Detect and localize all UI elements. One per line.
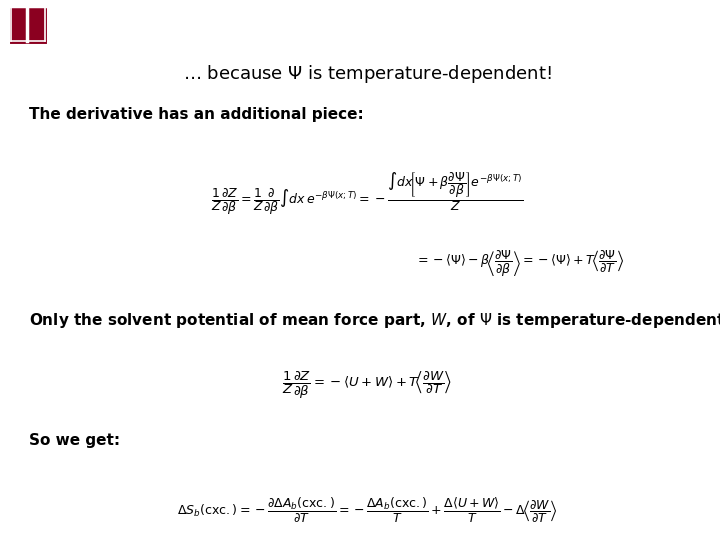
Text: Only the solvent potential of mean force part, $W$, of $\Psi$ is temperature-dep: Only the solvent potential of mean force… bbox=[29, 311, 720, 330]
Text: $\dfrac{1}{Z}\dfrac{\partial Z}{\partial \beta} = \dfrac{1}{Z}\dfrac{\partial}{\: $\dfrac{1}{Z}\dfrac{\partial Z}{\partial… bbox=[211, 170, 523, 217]
Text: $= -\langle\Psi\rangle - \beta\!\left\langle\dfrac{\partial\Psi}{\partial\beta}\: $= -\langle\Psi\rangle - \beta\!\left\la… bbox=[415, 248, 624, 278]
Text: UNIVERSITY®: UNIVERSITY® bbox=[54, 33, 112, 43]
Text: The derivative has an additional piece:: The derivative has an additional piece: bbox=[29, 107, 364, 122]
Text: So we get:: So we get: bbox=[29, 433, 120, 448]
FancyBboxPatch shape bbox=[9, 4, 48, 45]
Text: $\Delta S_b(\mathrm{cxc.}) = -\dfrac{\partial\Delta A_b(\mathrm{cxc.})}{\partial: $\Delta S_b(\mathrm{cxc.}) = -\dfrac{\pa… bbox=[177, 496, 557, 525]
Text: TEMPLE: TEMPLE bbox=[54, 8, 148, 26]
Text: $\dfrac{1}{Z}\dfrac{\partial Z}{\partial\beta} = -\langle U+W\rangle + T\!\left\: $\dfrac{1}{Z}\dfrac{\partial Z}{\partial… bbox=[282, 369, 452, 400]
Text: … because $\Psi$ is temperature-dependent!: … because $\Psi$ is temperature-dependen… bbox=[183, 63, 552, 85]
